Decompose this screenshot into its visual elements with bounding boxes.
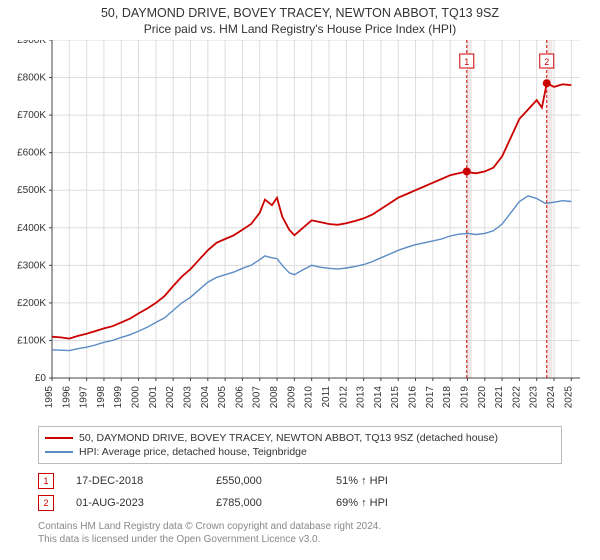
svg-text:2003: 2003	[182, 386, 193, 409]
svg-text:2019: 2019	[459, 386, 470, 409]
svg-text:£700K: £700K	[17, 110, 46, 121]
svg-text:2007: 2007	[252, 386, 263, 409]
marker-price: £785,000	[216, 497, 336, 509]
svg-text:2005: 2005	[217, 386, 228, 409]
svg-text:2020: 2020	[477, 386, 488, 409]
title-subtitle: Price paid vs. HM Land Registry's House …	[0, 20, 600, 40]
svg-text:2010: 2010	[304, 386, 315, 409]
svg-text:2004: 2004	[200, 386, 211, 409]
marker-date: 01-AUG-2023	[76, 497, 216, 509]
chart-area: £0 £100K £200K £300K £400K £500K £600K £700K £80…	[0, 40, 600, 420]
svg-text:2015: 2015	[390, 386, 401, 409]
svg-text:2016: 2016	[408, 386, 419, 409]
legend-label: HPI: Average price, detached house, Teig…	[79, 446, 307, 458]
svg-text:1: 1	[464, 57, 469, 67]
footer-line: This data is licensed under the Open Gov…	[38, 533, 562, 546]
footer-text: Contains HM Land Registry data © Crown c…	[38, 520, 562, 546]
marker-price: £550,000	[216, 475, 336, 487]
svg-text:2025: 2025	[563, 386, 574, 409]
line-chart: £0 £100K £200K £300K £400K £500K £600K £700K £80…	[0, 40, 600, 420]
svg-text:2: 2	[544, 57, 549, 67]
marker-table: 1 17-DEC-2018 £550,000 51% ↑ HPI 2 01-AU…	[38, 470, 562, 514]
svg-text:2014: 2014	[373, 386, 384, 409]
svg-text:1997: 1997	[79, 386, 90, 409]
svg-text:£400K: £400K	[17, 223, 46, 234]
marker-number-box: 1	[38, 473, 54, 489]
svg-text:2006: 2006	[234, 386, 245, 409]
legend-swatch	[45, 451, 73, 453]
legend-item: 50, DAYMOND DRIVE, BOVEY TRACEY, NEWTON …	[45, 431, 555, 445]
svg-text:1998: 1998	[96, 386, 107, 409]
svg-text:1995: 1995	[44, 386, 55, 409]
svg-text:2002: 2002	[165, 386, 176, 409]
legend-box: 50, DAYMOND DRIVE, BOVEY TRACEY, NEWTON …	[38, 426, 562, 464]
marker-diff: 51% ↑ HPI	[336, 475, 562, 487]
marker-row: 1 17-DEC-2018 £550,000 51% ↑ HPI	[38, 470, 562, 492]
svg-text:£900K: £900K	[17, 40, 46, 46]
svg-text:2000: 2000	[131, 386, 142, 409]
svg-text:1996: 1996	[61, 386, 72, 409]
legend-label: 50, DAYMOND DRIVE, BOVEY TRACEY, NEWTON …	[79, 432, 498, 444]
svg-text:2022: 2022	[511, 386, 522, 409]
svg-text:£300K: £300K	[17, 260, 46, 271]
marker-number-box: 2	[38, 495, 54, 511]
svg-text:2008: 2008	[269, 386, 280, 409]
svg-text:£500K: £500K	[17, 185, 46, 196]
svg-text:1999: 1999	[113, 386, 124, 409]
legend-item: HPI: Average price, detached house, Teig…	[45, 445, 555, 459]
svg-text:2024: 2024	[546, 386, 557, 409]
svg-text:£200K: £200K	[17, 298, 46, 309]
marker-row: 2 01-AUG-2023 £785,000 69% ↑ HPI	[38, 492, 562, 514]
marker-date: 17-DEC-2018	[76, 475, 216, 487]
footer-line: Contains HM Land Registry data © Crown c…	[38, 520, 562, 533]
svg-text:2011: 2011	[321, 386, 332, 408]
svg-text:2013: 2013	[356, 386, 367, 409]
svg-text:2018: 2018	[442, 386, 453, 409]
svg-text:£0: £0	[35, 373, 47, 384]
svg-text:2009: 2009	[286, 386, 297, 409]
legend-swatch	[45, 437, 73, 439]
svg-text:£800K: £800K	[17, 73, 46, 84]
svg-text:2001: 2001	[148, 386, 159, 409]
svg-text:£100K: £100K	[17, 335, 46, 346]
svg-text:2012: 2012	[338, 386, 349, 409]
title-address: 50, DAYMOND DRIVE, BOVEY TRACEY, NEWTON …	[0, 0, 600, 20]
svg-text:2017: 2017	[425, 386, 436, 409]
svg-text:2021: 2021	[494, 386, 505, 409]
marker-diff: 69% ↑ HPI	[336, 497, 562, 509]
svg-text:£600K: £600K	[17, 148, 46, 159]
svg-text:2023: 2023	[529, 386, 540, 409]
